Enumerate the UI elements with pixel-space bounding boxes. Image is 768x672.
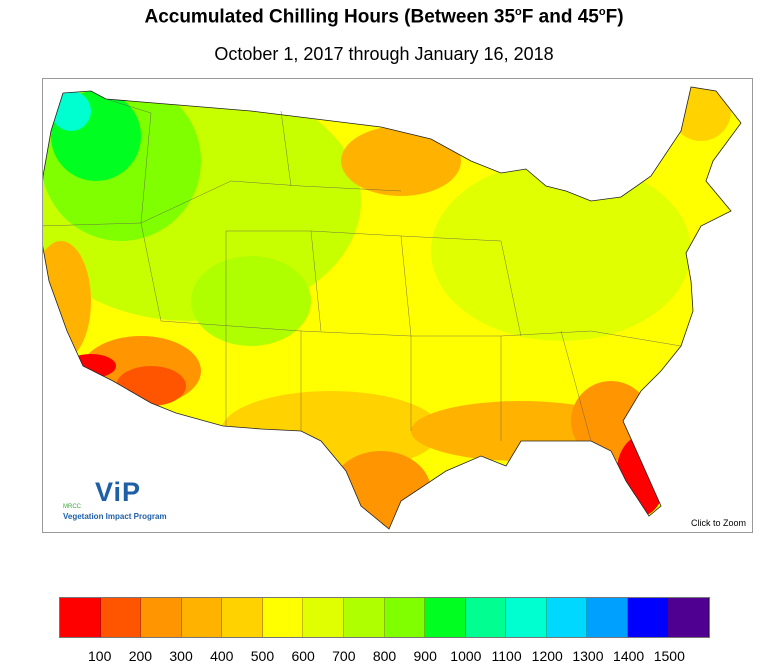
legend-labels: 100 200 300 400 500 600 700 800 900 1000 1100 1200 1… — [59, 648, 710, 666]
legend-label: 1400 — [613, 648, 645, 664]
click-to-zoom-link[interactable]: Click to Zoom — [690, 518, 746, 528]
legend-swatch — [303, 598, 344, 637]
legend-label: 1100 — [491, 648, 522, 664]
map-title: Accumulated Chilling Hours (Between 35oF… — [0, 6, 768, 28]
vip-logo: ViP MRCC Vegetation Impact Program — [53, 477, 173, 522]
legend-label: 1300 — [572, 648, 604, 664]
map-subtitle: October 1, 2017 through January 16, 2018 — [214, 44, 554, 64]
legend-swatch — [141, 598, 182, 637]
legend-label: 1000 — [450, 648, 482, 664]
legend-swatch — [506, 598, 547, 637]
legend-swatch — [60, 598, 101, 637]
title-text: F) — [605, 6, 624, 28]
legend-swatch — [100, 598, 142, 637]
legend-label: 200 — [128, 648, 153, 664]
legend-label: 1500 — [653, 648, 685, 664]
state-borders — [43, 98, 682, 442]
legend-swatch — [465, 598, 507, 637]
legend-swatch — [668, 598, 709, 637]
legend-label: 700 — [332, 648, 356, 664]
legend-label: 300 — [169, 648, 193, 664]
legend-label: 900 — [413, 648, 437, 664]
legend-swatch — [627, 598, 669, 637]
degree-mark: o — [515, 6, 522, 18]
legend-label: 100 — [88, 648, 112, 664]
legend-swatch — [546, 598, 588, 637]
legend-label: 500 — [250, 648, 275, 664]
legend-label: 800 — [372, 648, 397, 664]
legend-label: 400 — [210, 648, 234, 664]
legend-swatch — [222, 598, 263, 637]
title-text: F and 45 — [521, 6, 599, 28]
logo-org: MRCC — [63, 504, 81, 510]
legend-swatch — [181, 598, 223, 637]
logo-program: Vegetation Impact Program — [63, 512, 167, 521]
legend-swatch — [384, 598, 426, 637]
chilling-hours-map[interactable]: ViP MRCC Vegetation Impact Program Click… — [42, 78, 753, 533]
title-text: Accumulated Chilling Hours (Between 35 — [144, 6, 516, 28]
legend-swatch — [343, 598, 385, 637]
legend-swatch — [587, 598, 628, 637]
legend-label: 600 — [291, 648, 315, 664]
legend-swatch — [262, 598, 304, 637]
legend-swatch — [425, 598, 466, 637]
legend-label: 1200 — [531, 648, 563, 664]
degree-mark: o — [598, 6, 606, 18]
logo-mark: ViP — [95, 477, 142, 507]
color-legend — [59, 597, 710, 638]
us-map — [43, 86, 742, 530]
contour-fill — [43, 87, 741, 529]
